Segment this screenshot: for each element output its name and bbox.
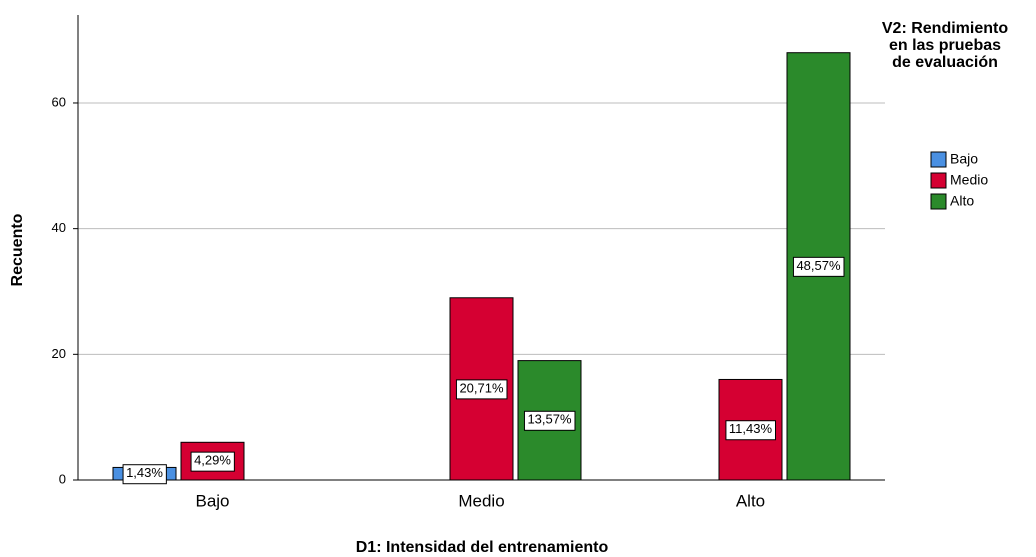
y-axis-label: Recuento: [9, 213, 26, 286]
value-label-box: [190, 451, 235, 472]
x-axis-label: D1: Intensidad del entrenamiento: [356, 539, 609, 556]
value-label-box: [122, 464, 167, 485]
legend-swatch: [930, 193, 947, 210]
value-label-box: [455, 379, 508, 400]
legend-label: Alto: [950, 193, 974, 209]
legend-label: Bajo: [950, 151, 978, 167]
value-label: 4,29%: [194, 453, 231, 468]
legend-swatch: [930, 172, 947, 189]
value-label: 11,43%: [729, 421, 773, 436]
x-tick-label: Alto: [736, 491, 765, 510]
y-tick-label: 40: [52, 220, 66, 235]
x-tick-label: Medio: [458, 491, 504, 510]
value-label-box: [725, 420, 776, 441]
value-label: 20,71%: [459, 380, 504, 395]
y-tick-label: 20: [52, 346, 66, 361]
y-tick-label: 0: [59, 471, 66, 486]
value-label: 1,43%: [126, 465, 163, 480]
y-tick-label: 60: [52, 94, 66, 109]
legend-title: V2: Rendimiento en las pruebas de evalua…: [881, 20, 1009, 71]
legend-label: Medio: [950, 172, 988, 188]
legend-swatch: [930, 151, 947, 168]
value-label: 48,57%: [796, 258, 841, 273]
value-label: 13,57%: [527, 412, 572, 427]
value-label-box: [523, 410, 576, 431]
x-tick-label: Bajo: [195, 491, 229, 510]
value-label-box: [792, 256, 845, 277]
